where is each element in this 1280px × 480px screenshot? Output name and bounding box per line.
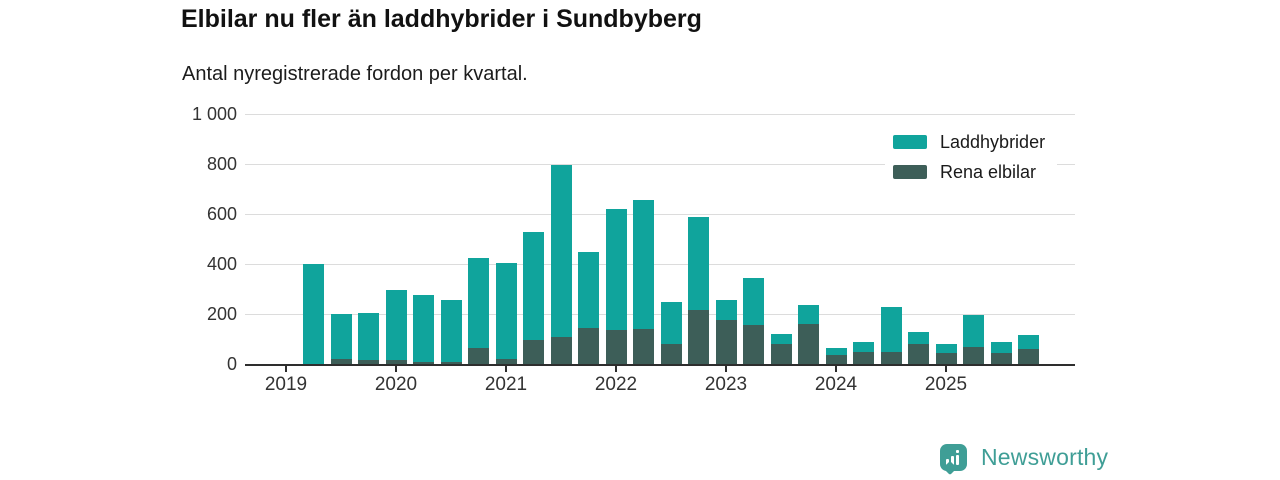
bar-2020-q3-laddhybrider — [440, 300, 462, 362]
bar-2022-q3-rena-elbilar — [660, 344, 682, 364]
bar-2021-q1-rena-elbilar — [495, 359, 517, 364]
gridline-1000 — [245, 113, 1075, 115]
x-axis-label-2023: 2023 — [704, 374, 748, 395]
bar-2020-q2-laddhybrider — [413, 295, 434, 362]
bar-2020-q3-rena-elbilar — [440, 361, 462, 364]
x-axis-label-2019: 2019 — [264, 374, 308, 395]
bar-2021-q2-laddhybrider — [523, 231, 544, 341]
bar-2025-q4-rena-elbilar — [1018, 349, 1039, 364]
bar-2023-q4-laddhybrider — [798, 305, 819, 324]
bar-2025-q2-rena-elbilar — [963, 346, 984, 364]
x-axis-tick-2019 — [285, 366, 287, 372]
legend-swatch-laddhybrider-icon — [893, 135, 927, 149]
bar-2019-q4-laddhybrider — [358, 312, 379, 361]
bar-2023-q4-rena-elbilar — [798, 324, 819, 364]
legend-label-rena-elbilar: Rena elbilar — [940, 162, 1037, 182]
bar-2022-q2-rena-elbilar — [633, 329, 654, 364]
bar-2022-q4-laddhybrider — [688, 216, 709, 311]
bar-2022-q2-laddhybrider — [633, 200, 654, 329]
x-axis-tick-2025 — [945, 366, 947, 372]
legend-item-rena-elbilar: Rena elbilar — [893, 162, 1045, 182]
gridline-400 — [245, 263, 1075, 265]
bar-2020-q4-rena-elbilar — [468, 347, 489, 364]
bar-2024-q3-rena-elbilar — [880, 351, 902, 364]
bar-2023-q3-laddhybrider — [770, 334, 792, 344]
bar-2021-q4-rena-elbilar — [578, 327, 599, 364]
x-axis-label-2025: 2025 — [924, 374, 968, 395]
x-axis-label-2021: 2021 — [484, 374, 528, 395]
x-axis-label-2022: 2022 — [594, 374, 638, 395]
y-axis-label-200: 200 — [206, 304, 237, 324]
bar-2021-q3-rena-elbilar — [550, 336, 572, 364]
legend-item-laddhybrider: Laddhybrider — [893, 132, 1045, 152]
x-axis-tick-2021 — [505, 366, 507, 372]
bar-2019-q3-rena-elbilar — [330, 359, 352, 364]
bar-2025-q3-laddhybrider — [990, 341, 1012, 353]
bar-2024-q2-laddhybrider — [853, 341, 874, 352]
bar-2021-q1-laddhybrider — [495, 262, 517, 359]
bar-2019-q2-laddhybrider — [303, 264, 324, 364]
bar-2024-q4-laddhybrider — [908, 331, 929, 344]
bar-2024-q2-rena-elbilar — [853, 351, 874, 364]
brand-name: Newsworthy — [981, 444, 1109, 470]
bar-2023-q1-laddhybrider — [715, 300, 737, 321]
bar-2020-q1-laddhybrider — [385, 290, 407, 361]
bar-2022-q1-rena-elbilar — [605, 330, 627, 364]
x-axis-label-2020: 2020 — [374, 374, 418, 395]
legend: Laddhybrider Rena elbilar — [885, 127, 1058, 192]
x-axis-tick-2022 — [615, 366, 617, 372]
bar-2020-q4-laddhybrider — [468, 257, 489, 348]
bar-2022-q1-laddhybrider — [605, 209, 627, 331]
bar-2020-q2-rena-elbilar — [413, 361, 434, 364]
bar-2023-q3-rena-elbilar — [770, 344, 792, 364]
y-axis-label-600: 600 — [206, 204, 237, 224]
newsworthy-pin-icon — [940, 444, 967, 471]
x-axis-tick-2024 — [835, 366, 837, 372]
y-axis-label-1000: 1 000 — [191, 104, 237, 124]
gridline-200 — [245, 313, 1075, 315]
bar-2025-q1-rena-elbilar — [935, 352, 957, 364]
chart-subtitle: Antal nyregistrerade fordon per kvartal. — [182, 63, 528, 85]
bar-2022-q4-rena-elbilar — [688, 310, 709, 364]
bar-2022-q3-laddhybrider — [660, 301, 682, 344]
bar-2025-q3-rena-elbilar — [990, 352, 1012, 364]
legend-label-laddhybrider: Laddhybrider — [940, 132, 1046, 152]
bar-2019-q4-rena-elbilar — [358, 360, 379, 364]
chart-title: Elbilar nu fler än laddhybrider i Sundby… — [181, 5, 702, 33]
x-axis-tick-2020 — [395, 366, 397, 372]
bar-2021-q4-laddhybrider — [578, 251, 599, 328]
bar-2024-q1-rena-elbilar — [825, 355, 847, 364]
legend-swatch-rena-elbilar-icon — [893, 165, 927, 179]
y-axis-label-0: 0 — [226, 354, 237, 374]
bar-2024-q4-rena-elbilar — [908, 344, 929, 364]
x-axis-line — [245, 364, 1075, 366]
bar-2021-q2-rena-elbilar — [523, 340, 544, 364]
gridline-800 — [245, 163, 1075, 165]
bar-2024-q1-laddhybrider — [825, 347, 847, 356]
newsworthy-logo[interactable]: Newsworthy — [940, 444, 1108, 471]
bar-2019-q3-laddhybrider — [330, 314, 352, 359]
bar-2024-q3-laddhybrider — [880, 306, 902, 352]
bar-2020-q1-rena-elbilar — [385, 360, 407, 364]
bar-2023-q1-rena-elbilar — [715, 320, 737, 364]
gridline-600 — [245, 213, 1075, 215]
bar-2023-q2-laddhybrider — [743, 277, 764, 326]
bar-2021-q3-laddhybrider — [550, 165, 572, 337]
x-axis-tick-2023 — [725, 366, 727, 372]
bar-2025-q4-laddhybrider — [1018, 335, 1039, 349]
x-axis-label-2024: 2024 — [814, 374, 858, 395]
y-axis-label-800: 800 — [206, 154, 237, 174]
bar-2023-q2-rena-elbilar — [743, 325, 764, 364]
bar-2025-q1-laddhybrider — [935, 344, 957, 353]
y-axis-label-400: 400 — [206, 254, 237, 274]
bar-2025-q2-laddhybrider — [963, 315, 984, 347]
